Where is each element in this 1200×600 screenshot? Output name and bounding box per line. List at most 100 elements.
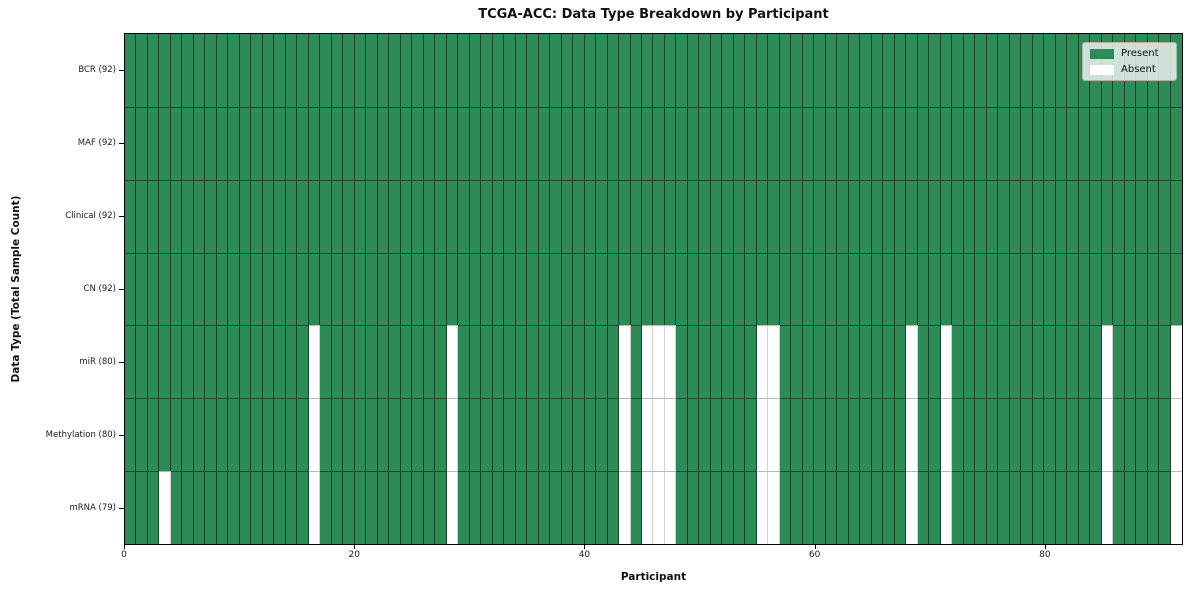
heatmap-cell [894, 34, 907, 107]
heatmap-cell [986, 325, 999, 399]
heatmap-cell [986, 398, 999, 472]
heatmap-cell [733, 398, 746, 472]
heatmap-cell [320, 398, 332, 472]
x-tick-mark [814, 545, 816, 549]
heatmap-cell [894, 398, 907, 472]
heatmap-cell [1021, 471, 1033, 544]
heatmap-cell [952, 398, 964, 472]
heatmap-cell [308, 34, 321, 107]
heatmap-cell [779, 471, 792, 544]
heatmap-cell [205, 34, 217, 107]
heatmap-cell [952, 179, 964, 253]
heatmap-cell [917, 471, 930, 544]
heatmap-cell [664, 398, 677, 472]
heatmap-cell [561, 325, 574, 399]
heatmap-cell [802, 34, 815, 107]
heatmap-cell [1078, 325, 1091, 399]
heatmap-cell [791, 325, 803, 399]
heatmap-cell [952, 252, 964, 326]
heatmap-cell [1170, 325, 1182, 399]
heatmap-cell [768, 471, 780, 544]
heatmap-cell [251, 471, 263, 544]
heatmap-cell [699, 398, 711, 472]
heatmap-cell [125, 252, 137, 326]
heatmap-cell [699, 471, 711, 544]
heatmap-cell [1044, 398, 1056, 472]
heatmap-cell [768, 34, 780, 107]
heatmap-cell [147, 106, 160, 180]
heatmap-cell [251, 252, 263, 326]
heatmap-cell [584, 325, 597, 399]
y-tick-mark [119, 142, 124, 144]
y-tick-label: BCR (92) [78, 64, 116, 75]
heatmap-cell [297, 398, 309, 472]
heatmap-cell [756, 325, 769, 399]
heatmap-cell [458, 325, 470, 399]
heatmap-cell [274, 106, 286, 180]
heatmap-cell [538, 398, 551, 472]
heatmap-cell [216, 106, 229, 180]
heatmap-cell [297, 179, 309, 253]
heatmap-cell [1113, 325, 1125, 399]
heatmap-plot [124, 33, 1183, 545]
heatmap-cell [883, 34, 895, 107]
heatmap-cell [745, 106, 757, 180]
heatmap-cell [779, 179, 792, 253]
heatmap-cell [871, 471, 884, 544]
heatmap-cell [170, 398, 183, 472]
heatmap-cell [814, 325, 826, 399]
heatmap-cell [1136, 179, 1148, 253]
heatmap-cell [1170, 106, 1182, 180]
y-tick-mark [119, 69, 124, 71]
heatmap-cell [653, 471, 665, 544]
heatmap-cell [331, 106, 344, 180]
heatmap-cell [664, 34, 677, 107]
heatmap-cell [159, 106, 171, 180]
heatmap-cell [1021, 34, 1033, 107]
heatmap-cell [262, 325, 275, 399]
heatmap-cell [400, 179, 413, 253]
heatmap-cell [492, 471, 505, 544]
heatmap-cell [389, 398, 401, 472]
heatmap-cell [1021, 398, 1033, 472]
heatmap-cell [182, 471, 194, 544]
heatmap-cell [860, 106, 872, 180]
heatmap-cell [458, 179, 470, 253]
heatmap-cell [699, 325, 711, 399]
heatmap-cell [963, 325, 976, 399]
heatmap-cell [998, 252, 1010, 326]
heatmap-cell [756, 398, 769, 472]
heatmap-cell [1067, 179, 1079, 253]
heatmap-cell [745, 179, 757, 253]
heatmap-cell [136, 106, 148, 180]
heatmap-cell [940, 34, 953, 107]
heatmap-cell [343, 106, 355, 180]
heatmap-cell [710, 106, 723, 180]
heatmap-cell [848, 179, 861, 253]
heatmap-cell [377, 252, 390, 326]
heatmap-cell [239, 252, 252, 326]
heatmap-cell [722, 398, 734, 472]
heatmap-cell [366, 106, 378, 180]
heatmap-cell [400, 471, 413, 544]
heatmap-cell [515, 325, 528, 399]
heatmap-cell [527, 252, 539, 326]
y-tick-label: mRNA (79) [69, 503, 116, 514]
heatmap-cell [1101, 252, 1114, 326]
heatmap-cell [239, 106, 252, 180]
heatmap-cell [136, 398, 148, 472]
heatmap-cell [710, 398, 723, 472]
heatmap-cell [1147, 179, 1160, 253]
heatmap-cell [251, 398, 263, 472]
heatmap-cell [768, 252, 780, 326]
heatmap-cell [308, 471, 321, 544]
heatmap-cell [1032, 252, 1045, 326]
heatmap-cell [1055, 325, 1068, 399]
heatmap-cell [883, 179, 895, 253]
y-tick-label: MAF (92) [77, 137, 116, 148]
heatmap-cell [1078, 179, 1091, 253]
heatmap-cell [607, 179, 620, 253]
heatmap-cell [1044, 252, 1056, 326]
heatmap-cell [308, 106, 321, 180]
heatmap-cell [756, 106, 769, 180]
